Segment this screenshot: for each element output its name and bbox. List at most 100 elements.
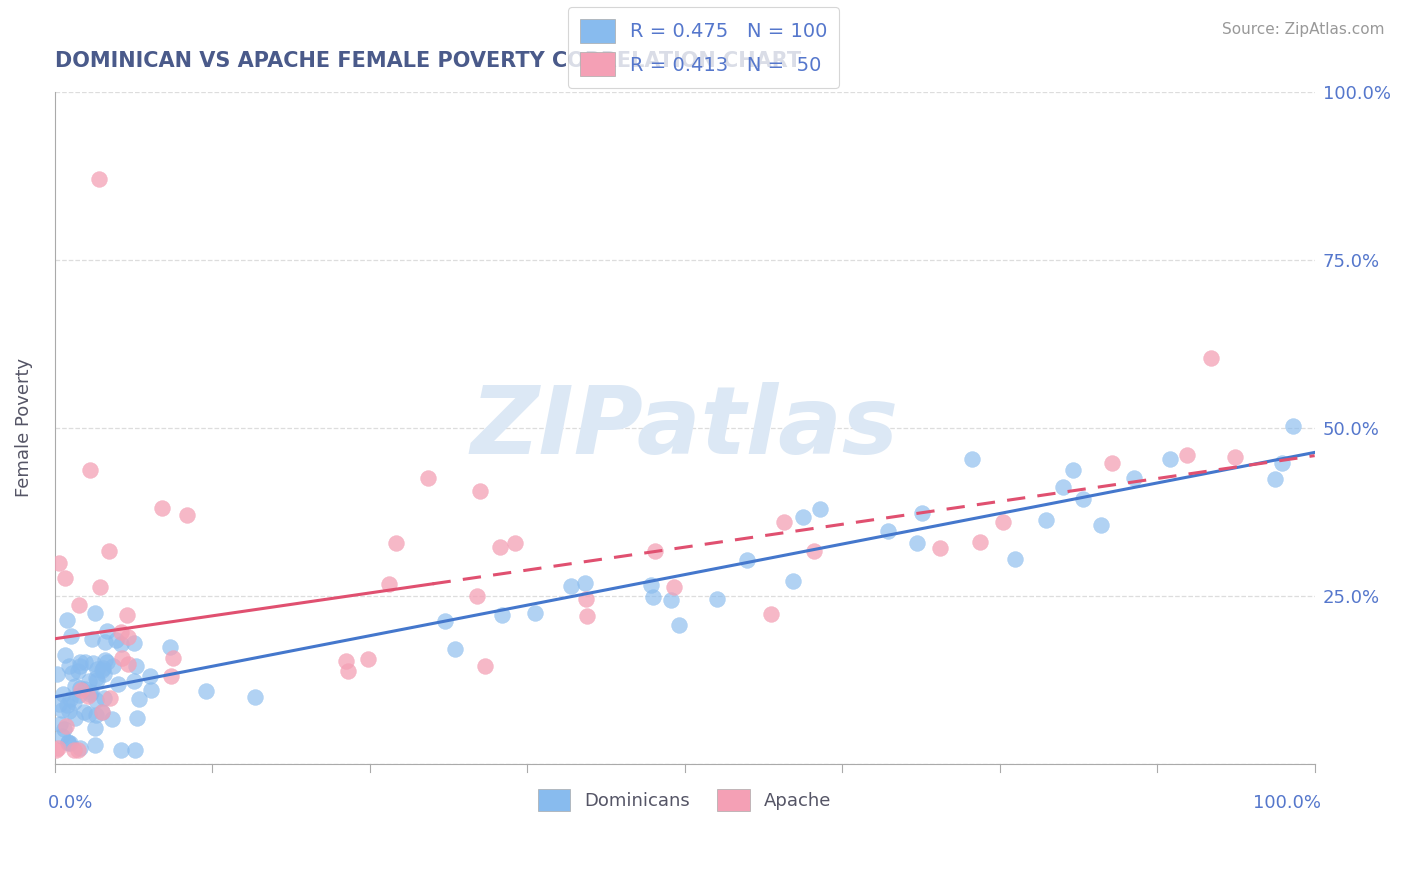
Point [1264,472,1286,486]
Point [55,719,77,733]
Point [474,659,496,673]
Point [69,598,91,612]
Point [418,471,440,485]
Point [73,656,96,670]
Point [53,571,76,585]
Point [79,685,101,699]
Point [80,632,103,647]
Point [90,706,112,720]
Point [48,697,70,711]
Point [991,515,1014,529]
Point [73,706,96,720]
Point [110,743,132,757]
Point [60,666,83,681]
Point [93,653,115,667]
Point [465,589,488,603]
Point [1062,463,1084,477]
Point [101,659,124,673]
Point [63,711,86,725]
Point [69,655,91,669]
Point [82,656,104,670]
Point [79,687,101,701]
Point [159,640,181,654]
Point [489,540,512,554]
Point [86,662,108,676]
Point [60,629,83,643]
Point [91,663,114,677]
Point [70,683,93,698]
Point [97,544,120,558]
Point [735,553,758,567]
Point [111,651,134,665]
Point [575,591,598,606]
Point [90,705,112,719]
Point [79,673,101,688]
Point [969,535,991,549]
Text: Source: ZipAtlas.com: Source: ZipAtlas.com [1222,22,1385,37]
Point [1101,456,1123,470]
Point [63,695,86,709]
Point [46,667,69,681]
Point [640,578,662,592]
Point [243,690,266,704]
Point [67,688,90,702]
Point [67,664,90,678]
Point [574,576,596,591]
Text: DOMINICAN VS APACHE FEMALE POVERTY CORRELATION CHART: DOMINICAN VS APACHE FEMALE POVERTY CORRE… [55,51,800,70]
Point [117,630,139,644]
Point [385,536,408,550]
Point [643,591,665,605]
Text: ZIPatlas: ZIPatlas [471,382,898,474]
Point [79,463,101,477]
Point [91,660,114,674]
Point [89,580,111,594]
Point [124,743,146,757]
Point [141,682,163,697]
Point [59,692,82,706]
Point [84,707,107,722]
Point [1035,513,1057,527]
Point [56,698,79,712]
Point [84,672,107,686]
Point [51,687,73,701]
Point [98,691,121,706]
Point [662,580,685,594]
Point [62,743,84,757]
Point [336,664,359,678]
Point [104,633,127,648]
Point [69,741,91,756]
Point [52,722,75,736]
Point [58,704,80,718]
Point [128,692,150,706]
Point [69,681,91,695]
Point [117,657,139,672]
Point [45,743,67,757]
Point [58,659,80,673]
Point [150,501,173,516]
Point [434,615,457,629]
Point [877,524,900,539]
Point [138,669,160,683]
Point [77,706,100,721]
Point [503,536,526,550]
Point [110,636,132,650]
Point [56,613,79,627]
Point [110,624,132,639]
Text: 0.0%: 0.0% [48,794,94,812]
Point [1052,480,1074,494]
Point [48,556,70,570]
Point [46,741,69,756]
Point [51,703,73,717]
Point [63,679,86,693]
Point [661,593,683,607]
Point [93,690,115,705]
Point [1123,471,1146,485]
Point [73,681,96,696]
Point [1282,418,1305,433]
Point [56,735,79,749]
Point [576,609,599,624]
Point [378,577,401,591]
Point [644,544,666,558]
Point [792,509,814,524]
Point [122,674,145,689]
